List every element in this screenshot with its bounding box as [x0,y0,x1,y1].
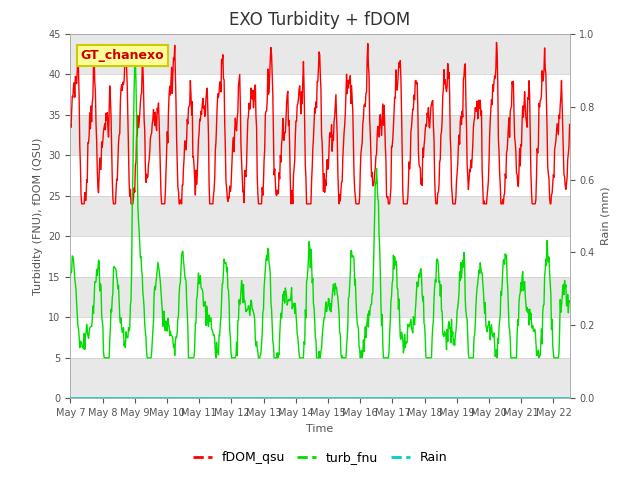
Y-axis label: Turbidity (FNU), fDOM (QSU): Turbidity (FNU), fDOM (QSU) [33,137,43,295]
turb_fnu [101,355,109,361]
X-axis label: Time: Time [307,424,333,433]
Bar [70,0,570,34]
turb_fnu [386,329,394,335]
Legend: fDOM_qsu, turb_fnu, Rain: fDOM_qsu, turb_fnu, Rain [188,446,452,469]
Rain [566,396,573,401]
Line: turb_fnu: turb_fnu [70,61,570,358]
Bar [70,34,570,74]
Rain [97,396,105,401]
Rain [497,396,504,401]
Bar [70,277,570,317]
Title: EXO Turbidity + fDOM: EXO Turbidity + fDOM [229,11,411,29]
Text: GT_chanexo: GT_chanexo [81,49,164,62]
Rain [369,396,377,401]
fDOM_qsu [446,91,454,97]
turb_fnu [132,58,140,64]
turb_fnu [97,283,105,289]
Rain [67,396,74,401]
turb_fnu [447,324,454,330]
fDOM_qsu [493,39,500,45]
turb_fnu [358,348,365,353]
fDOM_qsu [370,179,378,185]
fDOM_qsu [385,201,393,207]
Bar [70,74,570,115]
fDOM_qsu [67,121,74,127]
turb_fnu [566,300,573,305]
Rain [385,396,392,401]
Y-axis label: Rain (mm): Rain (mm) [600,187,611,245]
fDOM_qsu [498,201,506,207]
Bar [70,317,570,358]
fDOM_qsu [78,201,86,207]
turb_fnu [67,274,74,280]
Bar [70,115,570,155]
Bar [70,155,570,196]
Rain [445,396,453,401]
Bar [70,358,570,398]
turb_fnu [498,292,506,298]
Line: fDOM_qsu: fDOM_qsu [70,42,570,204]
Bar [70,196,570,236]
Rain [356,396,364,401]
fDOM_qsu [566,121,573,127]
fDOM_qsu [357,150,365,156]
Bar [70,236,570,277]
fDOM_qsu [98,139,106,145]
turb_fnu [371,212,378,217]
